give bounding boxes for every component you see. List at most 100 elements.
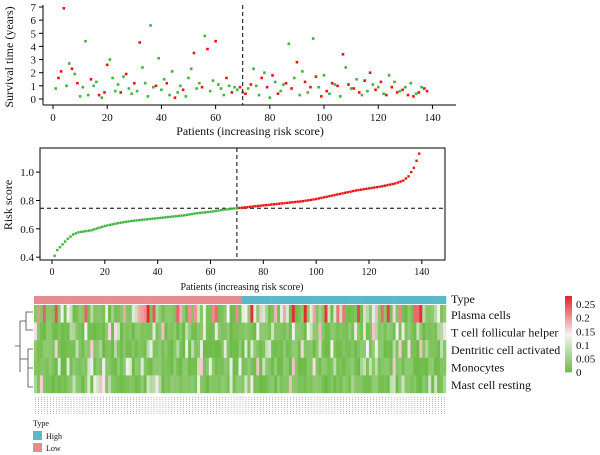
risk-point [148, 217, 151, 221]
survival-point-alive [420, 85, 423, 89]
type-annotation-cell [253, 296, 257, 304]
survival-point-alive [333, 83, 337, 86]
type-annotation-cell [155, 296, 159, 304]
heatmap-cell [194, 375, 198, 394]
heatmap-cell [146, 375, 150, 394]
type-annotation-cell [191, 296, 195, 304]
survival-point-alive [387, 74, 391, 77]
survival-y-label: Survival time (years) [2, 6, 16, 107]
survival-point-dead [401, 88, 404, 92]
heatmap-cell [285, 305, 290, 323]
type-annotation-cell [416, 296, 420, 304]
type-annotation-cell [318, 296, 322, 304]
survival-point-dead [336, 84, 339, 88]
heatmap-cell [407, 322, 411, 341]
heatmap-cell [386, 375, 390, 394]
colorbar-segment [565, 368, 572, 371]
type-annotation-cell [288, 296, 293, 304]
heatmap-cell [105, 357, 109, 376]
risk-point [93, 228, 96, 231]
risk-point [53, 254, 56, 257]
risk-point [357, 188, 360, 192]
colorbar-segment [565, 322, 572, 325]
heatmap-cell [294, 357, 299, 376]
heatmap-cell [277, 340, 281, 358]
heatmap-cell [345, 322, 349, 341]
survival-point-dead [276, 92, 280, 96]
heatmap-cell [78, 305, 82, 323]
heatmap-cell [327, 375, 331, 394]
heatmap-cell [416, 375, 420, 394]
heatmap-cell [374, 340, 379, 358]
survival-point-alive [236, 88, 239, 92]
survival-point-alive [273, 80, 277, 84]
heatmap-cell [51, 322, 56, 341]
heatmap-cell [422, 357, 426, 376]
risk-x-tick-label: 100 [309, 267, 324, 278]
heatmap-cell [111, 375, 115, 394]
survival-point-dead [341, 53, 345, 56]
survival-point-dead [192, 51, 196, 55]
survival-point-alive [254, 84, 258, 88]
heatmap-cell [223, 305, 227, 323]
heatmap-cell [114, 375, 118, 394]
heatmap-cell [330, 340, 334, 358]
colorbar-segment [565, 335, 572, 339]
survival-point-dead [290, 87, 293, 90]
heatmap-cell [277, 322, 281, 341]
colorbar-segment [565, 299, 572, 303]
heatmap-cell [386, 305, 390, 323]
heatmap-cell [75, 375, 79, 394]
heatmap-cell [90, 357, 94, 376]
survival-y-tick-label: 0 [31, 94, 37, 106]
heatmap-cell [167, 322, 171, 341]
type-annotation-cell [241, 296, 245, 304]
survival-point-dead [165, 81, 169, 85]
risk-y-tick-label: 1.0 [20, 167, 34, 179]
type-annotation-cell [357, 296, 361, 304]
heatmap-cell [345, 375, 349, 394]
heatmap-cell [371, 305, 376, 323]
survival-point-alive [146, 95, 150, 98]
type-annotation-cell [383, 296, 388, 304]
heatmap-cell [271, 340, 275, 358]
survival-point-dead [412, 95, 415, 98]
risk-point [145, 218, 149, 221]
heatmap-cell [146, 357, 150, 376]
survival-point-dead [206, 47, 209, 51]
survival-point-dead [76, 81, 79, 85]
heatmap-cell [179, 375, 183, 394]
heatmap-cell [247, 357, 251, 376]
heatmap-cell [152, 340, 156, 358]
heatmap-cell [300, 305, 305, 323]
survival-x-tick-label: 40 [156, 112, 168, 124]
survival-point-dead [249, 83, 253, 86]
heatmap-cell [111, 322, 115, 341]
heatmap-cell [404, 305, 408, 323]
heatmap-cell [235, 322, 239, 341]
heatmap-cell [410, 340, 414, 358]
heatmap-cell [360, 305, 364, 323]
risk-point [341, 192, 344, 195]
heatmap-cell [81, 340, 85, 358]
risk-point [66, 237, 70, 240]
heatmap-cell [321, 375, 325, 394]
risk-point [270, 203, 273, 206]
heatmap-cell [137, 340, 142, 358]
risk-point [159, 216, 162, 220]
heatmap-cell [78, 357, 82, 376]
survival-point-alive [187, 76, 190, 80]
risk-point [56, 248, 59, 252]
type-annotation-cell [440, 296, 444, 304]
heatmap-cell [398, 340, 402, 358]
heatmap-cell [66, 375, 70, 394]
heatmap-cell [419, 375, 423, 394]
heatmap-cell [69, 305, 73, 323]
heatmap-cell [413, 375, 417, 394]
heatmap-cell [318, 357, 322, 376]
heatmap-cell [351, 375, 355, 394]
heatmap-cell [416, 340, 420, 358]
heatmap-cell [131, 322, 136, 341]
heatmap-cell [102, 375, 106, 394]
